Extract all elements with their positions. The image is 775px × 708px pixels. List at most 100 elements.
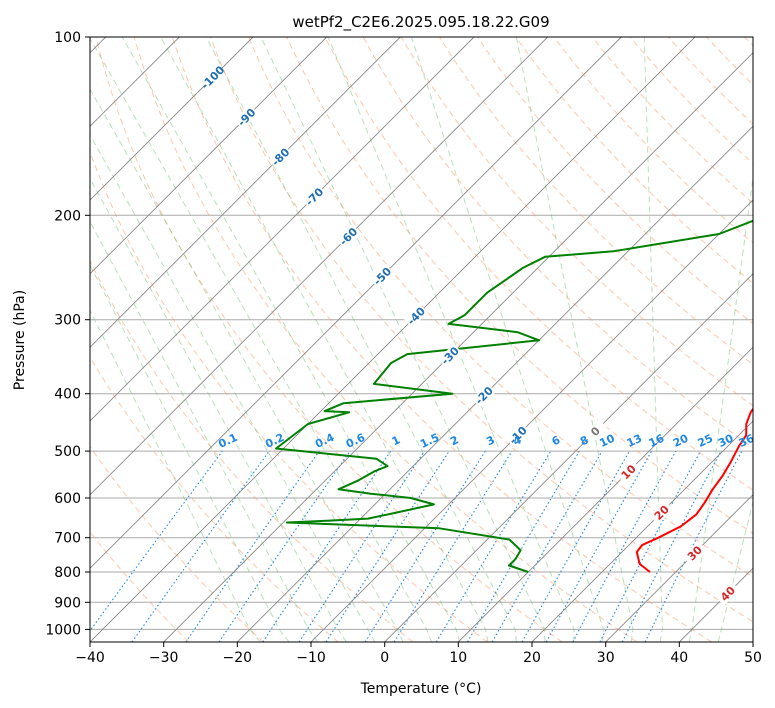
dry-adiabat-line bbox=[438, 37, 753, 366]
isotherm-label-bg bbox=[649, 500, 674, 525]
isotherm-label-bg bbox=[616, 459, 641, 484]
isotherm-line bbox=[163, 52, 753, 642]
moist-adiabat-line bbox=[688, 174, 753, 642]
mixing-ratio-label: 25 bbox=[696, 432, 715, 450]
dry-adiabat-line bbox=[133, 37, 638, 642]
dry-adiabat-line bbox=[400, 37, 753, 407]
dry-adiabat-line bbox=[591, 37, 753, 204]
isotherm-line bbox=[90, 37, 328, 275]
isotherm-line bbox=[310, 199, 753, 642]
dry-adiabat-line bbox=[95, 37, 563, 642]
y-tick-label: 200 bbox=[54, 208, 81, 224]
isotherm-label-bg bbox=[234, 105, 259, 130]
dry-adiabat-line bbox=[171, 37, 712, 642]
isotherm-line bbox=[457, 346, 753, 642]
dry-adiabat-line bbox=[286, 37, 753, 534]
sounding-traces bbox=[275, 219, 753, 573]
dewpoint-line bbox=[275, 219, 753, 573]
x-tick-label: −40 bbox=[75, 650, 105, 666]
y-tick-label: 500 bbox=[54, 444, 81, 460]
mixing-ratio-line bbox=[218, 450, 351, 642]
mixing-ratio-line bbox=[545, 450, 653, 642]
dry-adiabat-line bbox=[248, 37, 753, 578]
isotherm-label-bg bbox=[336, 224, 361, 249]
mixing-ratio-line bbox=[131, 450, 270, 642]
dry-adiabat-line bbox=[629, 37, 753, 165]
moist-adiabat-line bbox=[90, 309, 261, 642]
mixing-ratio-line bbox=[298, 450, 425, 642]
dry-adiabat-line bbox=[90, 445, 264, 642]
mixing-ratio-label: 30 bbox=[716, 432, 736, 450]
isotherm-label-bg bbox=[437, 343, 463, 368]
x-tick-label: −20 bbox=[223, 650, 253, 666]
isotherm-label-bg bbox=[505, 423, 530, 448]
x-axis-ticks: −40 −30 −20 −10 0 10 20 30 40 50 bbox=[75, 642, 762, 666]
x-tick-label: 20 bbox=[523, 650, 541, 666]
moist-adiabat-line bbox=[121, 37, 461, 642]
y-axis-label: Pressure (hPa) bbox=[12, 290, 28, 390]
isotherm-label-bg bbox=[583, 419, 608, 444]
y-axis-ticks: 100 200 300 400 500 600 700 800 900 1000 bbox=[45, 30, 90, 638]
y-tick-label: 900 bbox=[54, 595, 81, 611]
moist-adiabat-line bbox=[90, 264, 290, 642]
isotherm-label-bg bbox=[302, 184, 327, 209]
mixing-ratio-line bbox=[572, 450, 677, 642]
dry-adiabats bbox=[90, 37, 753, 642]
isotherm-line bbox=[384, 273, 753, 642]
moist-adiabat-line bbox=[90, 177, 347, 642]
mixing-ratio-label: 20 bbox=[671, 432, 691, 450]
isotherm-line bbox=[90, 37, 401, 348]
x-tick-label: −10 bbox=[296, 650, 326, 666]
moist-adiabat-line bbox=[160, 37, 489, 642]
mixing-ratio-label: 16 bbox=[647, 432, 667, 450]
isotherm-line bbox=[90, 37, 549, 496]
isotherm-label-bg bbox=[715, 581, 740, 606]
moist-adiabat-line bbox=[90, 37, 432, 642]
mixing-ratio-label: 10 bbox=[597, 432, 617, 450]
isotherm-line bbox=[531, 420, 753, 642]
x-tick-label: 10 bbox=[449, 650, 467, 666]
moist-adiabat-line bbox=[90, 220, 319, 642]
mixing-ratio-line bbox=[393, 450, 513, 642]
mixing-ratio-line bbox=[644, 450, 743, 642]
moist-adiabats bbox=[90, 37, 753, 642]
isotherm-line bbox=[90, 37, 475, 422]
moist-adiabat-line bbox=[205, 37, 517, 642]
dry-adiabat-line bbox=[553, 37, 753, 244]
isotherm-label-bg bbox=[682, 540, 707, 566]
moist-adiabat-line bbox=[90, 88, 404, 642]
mixing-ratio-line bbox=[521, 450, 630, 642]
dry-adiabat-line bbox=[90, 150, 488, 642]
mixing-ratio-line bbox=[185, 450, 320, 642]
y-tick-label: 1000 bbox=[45, 622, 81, 638]
x-tick-label: 30 bbox=[597, 650, 615, 666]
isotherm-label-bg bbox=[471, 383, 496, 408]
isotherm-line bbox=[236, 125, 753, 642]
x-tick-label: 0 bbox=[380, 650, 389, 666]
moist-adiabat-line bbox=[411, 37, 605, 642]
mixing-ratio-label: 36 bbox=[737, 432, 757, 450]
dry-adiabat-line bbox=[90, 259, 414, 642]
mixing-ratio-lines bbox=[90, 450, 743, 642]
mixing-ratio-line bbox=[325, 450, 450, 642]
moist-adiabat-line bbox=[643, 37, 663, 642]
moist-adiabat-line bbox=[327, 37, 575, 642]
moist-adiabat-line bbox=[717, 499, 753, 642]
plot-frame bbox=[89, 36, 754, 643]
isotherm-line bbox=[90, 37, 254, 201]
x-axis-label: Temperature (°C) bbox=[360, 681, 482, 697]
x-tick-label: 50 bbox=[744, 650, 762, 666]
y-tick-label: 100 bbox=[54, 30, 81, 46]
x-tick-label: 40 bbox=[670, 650, 688, 666]
y-tick-label: 400 bbox=[54, 387, 81, 403]
dry-adiabat-line bbox=[477, 37, 753, 325]
y-tick-label: 700 bbox=[54, 531, 81, 547]
y-tick-label: 600 bbox=[54, 491, 81, 507]
moist-adiabat-line bbox=[515, 37, 634, 642]
dry-adiabat-line bbox=[362, 37, 753, 449]
mixing-ratio-line bbox=[262, 450, 392, 642]
y-tick-label: 800 bbox=[54, 565, 81, 581]
moist-adiabat-line bbox=[90, 134, 376, 642]
